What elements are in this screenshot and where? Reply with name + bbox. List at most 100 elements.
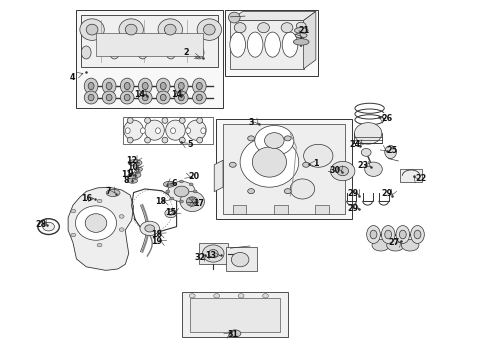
Polygon shape xyxy=(214,160,223,192)
Ellipse shape xyxy=(142,94,148,101)
Ellipse shape xyxy=(132,172,141,177)
Ellipse shape xyxy=(370,230,377,239)
Text: 4: 4 xyxy=(70,73,75,82)
Ellipse shape xyxy=(284,189,291,194)
Ellipse shape xyxy=(197,118,202,123)
Ellipse shape xyxy=(303,162,310,167)
Ellipse shape xyxy=(128,159,142,166)
Ellipse shape xyxy=(174,186,189,197)
Ellipse shape xyxy=(85,214,107,232)
Ellipse shape xyxy=(247,189,254,194)
Ellipse shape xyxy=(265,32,280,57)
Text: 15: 15 xyxy=(165,208,176,217)
Ellipse shape xyxy=(145,120,164,140)
Ellipse shape xyxy=(179,118,185,123)
Ellipse shape xyxy=(295,33,307,38)
Ellipse shape xyxy=(354,123,382,144)
Text: 16: 16 xyxy=(81,194,92,203)
Ellipse shape xyxy=(125,24,137,35)
Ellipse shape xyxy=(229,162,236,167)
Text: 18: 18 xyxy=(155,197,166,206)
Text: 29: 29 xyxy=(381,189,392,198)
Ellipse shape xyxy=(140,221,159,235)
Polygon shape xyxy=(230,12,316,21)
Ellipse shape xyxy=(263,294,269,298)
Ellipse shape xyxy=(128,174,136,179)
Ellipse shape xyxy=(138,46,147,59)
Ellipse shape xyxy=(231,252,249,267)
Ellipse shape xyxy=(197,137,202,143)
Ellipse shape xyxy=(194,46,204,59)
Ellipse shape xyxy=(178,82,184,90)
Ellipse shape xyxy=(156,78,170,94)
Bar xyxy=(233,205,246,214)
Ellipse shape xyxy=(102,91,116,104)
Text: 1: 1 xyxy=(313,159,318,168)
Bar xyxy=(225,10,318,76)
Text: 7: 7 xyxy=(105,187,111,196)
Ellipse shape xyxy=(171,128,175,134)
Text: 26: 26 xyxy=(381,114,392,123)
Ellipse shape xyxy=(88,94,94,101)
Ellipse shape xyxy=(128,178,138,183)
Ellipse shape xyxy=(97,243,102,247)
Ellipse shape xyxy=(189,197,193,200)
Ellipse shape xyxy=(71,209,76,213)
Ellipse shape xyxy=(162,137,168,143)
Ellipse shape xyxy=(228,12,240,23)
Text: 8: 8 xyxy=(124,176,129,185)
Bar xyxy=(81,15,218,67)
Text: 17: 17 xyxy=(193,199,204,208)
Ellipse shape xyxy=(265,133,284,148)
Text: 22: 22 xyxy=(415,174,426,183)
Ellipse shape xyxy=(174,78,188,94)
Ellipse shape xyxy=(160,94,166,101)
Ellipse shape xyxy=(196,94,202,101)
Ellipse shape xyxy=(414,230,421,239)
Ellipse shape xyxy=(138,91,152,104)
Text: 20: 20 xyxy=(188,172,199,181)
Ellipse shape xyxy=(290,179,315,199)
Bar xyxy=(223,125,345,214)
Text: 31: 31 xyxy=(227,330,238,339)
Ellipse shape xyxy=(166,120,185,140)
Bar xyxy=(226,247,257,271)
Ellipse shape xyxy=(142,82,148,90)
Ellipse shape xyxy=(193,190,197,193)
Ellipse shape xyxy=(84,78,98,94)
Ellipse shape xyxy=(367,226,380,243)
Text: 25: 25 xyxy=(386,146,397,155)
Ellipse shape xyxy=(127,118,133,123)
Text: 21: 21 xyxy=(298,26,309,35)
Ellipse shape xyxy=(337,166,348,176)
Ellipse shape xyxy=(234,23,246,33)
Text: 14: 14 xyxy=(134,90,146,99)
Text: 13: 13 xyxy=(205,251,216,260)
Ellipse shape xyxy=(174,91,188,104)
Text: 14: 14 xyxy=(171,90,182,99)
Ellipse shape xyxy=(281,23,293,33)
Text: 10: 10 xyxy=(127,163,138,172)
Ellipse shape xyxy=(361,148,371,156)
Ellipse shape xyxy=(252,147,287,177)
Text: 24: 24 xyxy=(349,140,361,149)
Ellipse shape xyxy=(385,145,396,158)
Ellipse shape xyxy=(193,78,206,94)
Text: 28: 28 xyxy=(35,220,47,229)
Ellipse shape xyxy=(240,137,299,187)
Ellipse shape xyxy=(166,46,176,59)
Ellipse shape xyxy=(208,249,218,257)
Ellipse shape xyxy=(86,24,98,35)
Ellipse shape xyxy=(189,183,193,186)
Ellipse shape xyxy=(255,126,294,156)
Ellipse shape xyxy=(119,215,124,218)
Bar xyxy=(216,119,352,220)
Bar xyxy=(198,243,228,264)
Ellipse shape xyxy=(163,181,175,187)
Ellipse shape xyxy=(387,239,404,251)
Ellipse shape xyxy=(296,22,306,30)
Text: 29: 29 xyxy=(347,189,358,198)
Ellipse shape xyxy=(179,137,185,143)
Bar xyxy=(230,21,304,69)
Text: 9: 9 xyxy=(127,169,133,178)
